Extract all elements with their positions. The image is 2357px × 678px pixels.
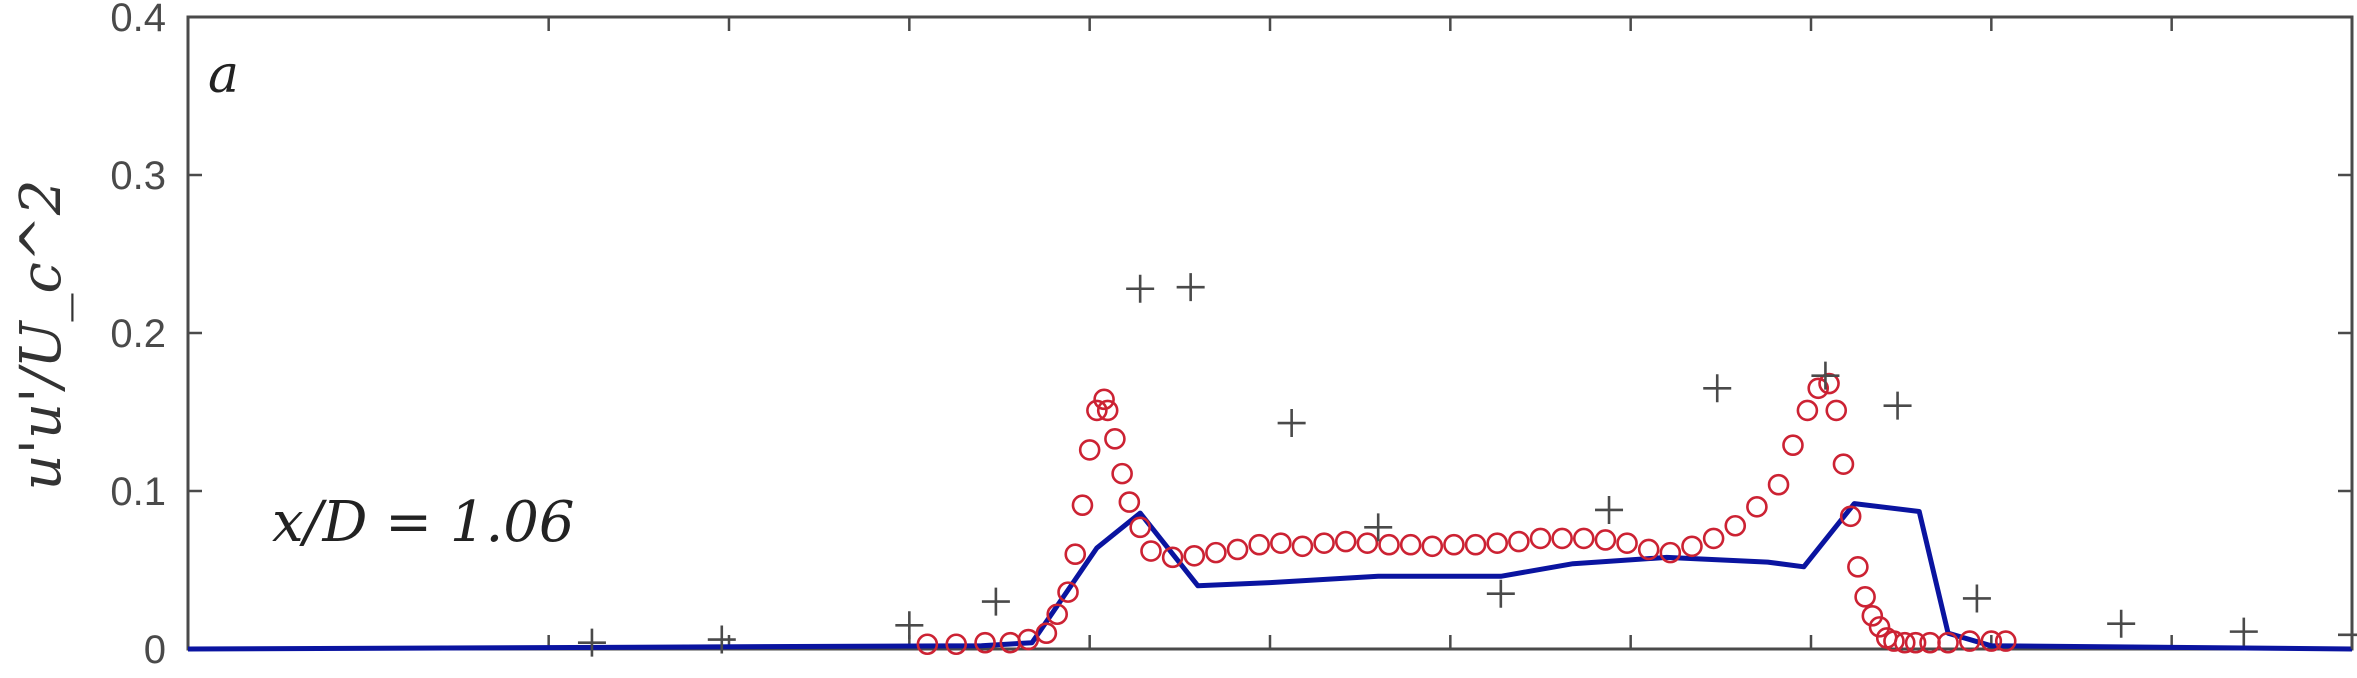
- circle-point: [1093, 388, 1115, 411]
- circle-point: [1883, 630, 1905, 652]
- circle-point: [1464, 533, 1487, 556]
- circle-point: [1071, 494, 1094, 517]
- plot-area: [186, 15, 2354, 651]
- circle-point: [1746, 495, 1768, 518]
- circle-point: [1767, 473, 1790, 496]
- circle-point: [1104, 428, 1126, 450]
- circle-point: [1508, 530, 1530, 553]
- circle-point: [1832, 453, 1855, 475]
- circle-point: [1129, 516, 1151, 539]
- circle-point: [1111, 462, 1133, 485]
- circle-point: [1847, 556, 1869, 578]
- circle-point: [1248, 533, 1270, 556]
- circle-point: [1893, 631, 1916, 654]
- circle-point: [1904, 631, 1927, 654]
- y-axis-label: u'u'/U_c^2: [9, 180, 74, 491]
- circle-point: [1064, 543, 1087, 566]
- plus-point: [1703, 374, 1732, 403]
- data-marks: [187, 273, 2357, 657]
- y-tick-label: 0.1: [110, 470, 166, 514]
- circle-point: [1825, 399, 1848, 422]
- circle-point: [1096, 399, 1119, 422]
- plus-point: [1277, 409, 1306, 438]
- circle-point: [1140, 540, 1162, 562]
- circle-point: [1702, 527, 1725, 550]
- circle-point: [1796, 399, 1819, 422]
- circle-point: [1724, 514, 1747, 537]
- panel-label: a: [208, 45, 239, 105]
- circle-point: [1980, 630, 2003, 652]
- plus-point: [981, 587, 1010, 616]
- plus-point: [1962, 584, 1991, 613]
- circle-point: [1443, 533, 1465, 556]
- circle-point: [1937, 631, 1959, 654]
- series-line: [187, 501, 2353, 652]
- circle-point: [916, 633, 939, 656]
- circle-point: [1681, 535, 1703, 558]
- circle-point: [1594, 529, 1617, 551]
- circle-point: [1035, 622, 1058, 645]
- plus-point: [895, 611, 924, 640]
- circle-point: [1529, 527, 1552, 550]
- circle-point: [1118, 491, 1141, 513]
- plus-point: [1595, 495, 1624, 524]
- circle-point: [1313, 532, 1335, 554]
- circle-point: [1818, 372, 1840, 395]
- circle-point: [1861, 605, 1884, 627]
- circle-point: [1334, 530, 1357, 553]
- circle-point: [1868, 616, 1891, 638]
- y-tick-label: 0: [144, 628, 166, 672]
- circle-point: [1378, 533, 1400, 556]
- y-tick-label: 0.2: [110, 312, 166, 356]
- circle-point: [1807, 377, 1830, 400]
- plus-point: [707, 625, 736, 654]
- circle-point: [1994, 630, 2017, 652]
- circle-point: [1572, 527, 1595, 550]
- circle-point: [1551, 527, 1573, 550]
- plus-point: [577, 628, 606, 657]
- y-tick-label: 0.4: [110, 0, 166, 40]
- circle-point: [974, 631, 996, 654]
- circle-point: [1057, 581, 1079, 603]
- plus-point: [1811, 361, 1840, 390]
- circle-point: [1659, 541, 1682, 564]
- circle-point: [1356, 532, 1379, 554]
- circle-point: [1205, 541, 1227, 564]
- circle-point: [1291, 535, 1314, 558]
- circle-point: [1421, 535, 1444, 558]
- circle-point: [1086, 399, 1108, 422]
- plus-point: [1883, 391, 1912, 420]
- circle-point: [1046, 603, 1069, 626]
- circle-point: [1399, 533, 1422, 556]
- y-tick-label: 0.3: [110, 154, 166, 198]
- plus-point: [2107, 609, 2136, 638]
- plus-point: [2338, 620, 2357, 649]
- plus-point: [1126, 274, 1155, 303]
- circle-point: [1616, 532, 1638, 554]
- circle-point: [945, 633, 968, 656]
- circle-point: [1637, 538, 1660, 561]
- position-annotation: x/D = 1.06: [272, 490, 575, 555]
- plus-point: [2229, 617, 2258, 646]
- circle-point: [1078, 439, 1101, 461]
- circle-point: [1854, 586, 1876, 608]
- circle-point: [1183, 544, 1206, 567]
- circle-point: [1270, 532, 1292, 554]
- circle-point: [1839, 505, 1862, 528]
- plus-point: [1176, 273, 1205, 302]
- plus-point: [1486, 579, 1515, 608]
- plus-point: [1364, 513, 1393, 542]
- circle-point: [1782, 434, 1804, 456]
- circle-point: [1226, 538, 1249, 561]
- circle-point: [1161, 546, 1184, 569]
- y-tick-labels: 0 0.1 0.2 0.3 0.4: [110, 0, 166, 672]
- circle-point: [1486, 532, 1509, 554]
- circle-point: [1958, 630, 1981, 652]
